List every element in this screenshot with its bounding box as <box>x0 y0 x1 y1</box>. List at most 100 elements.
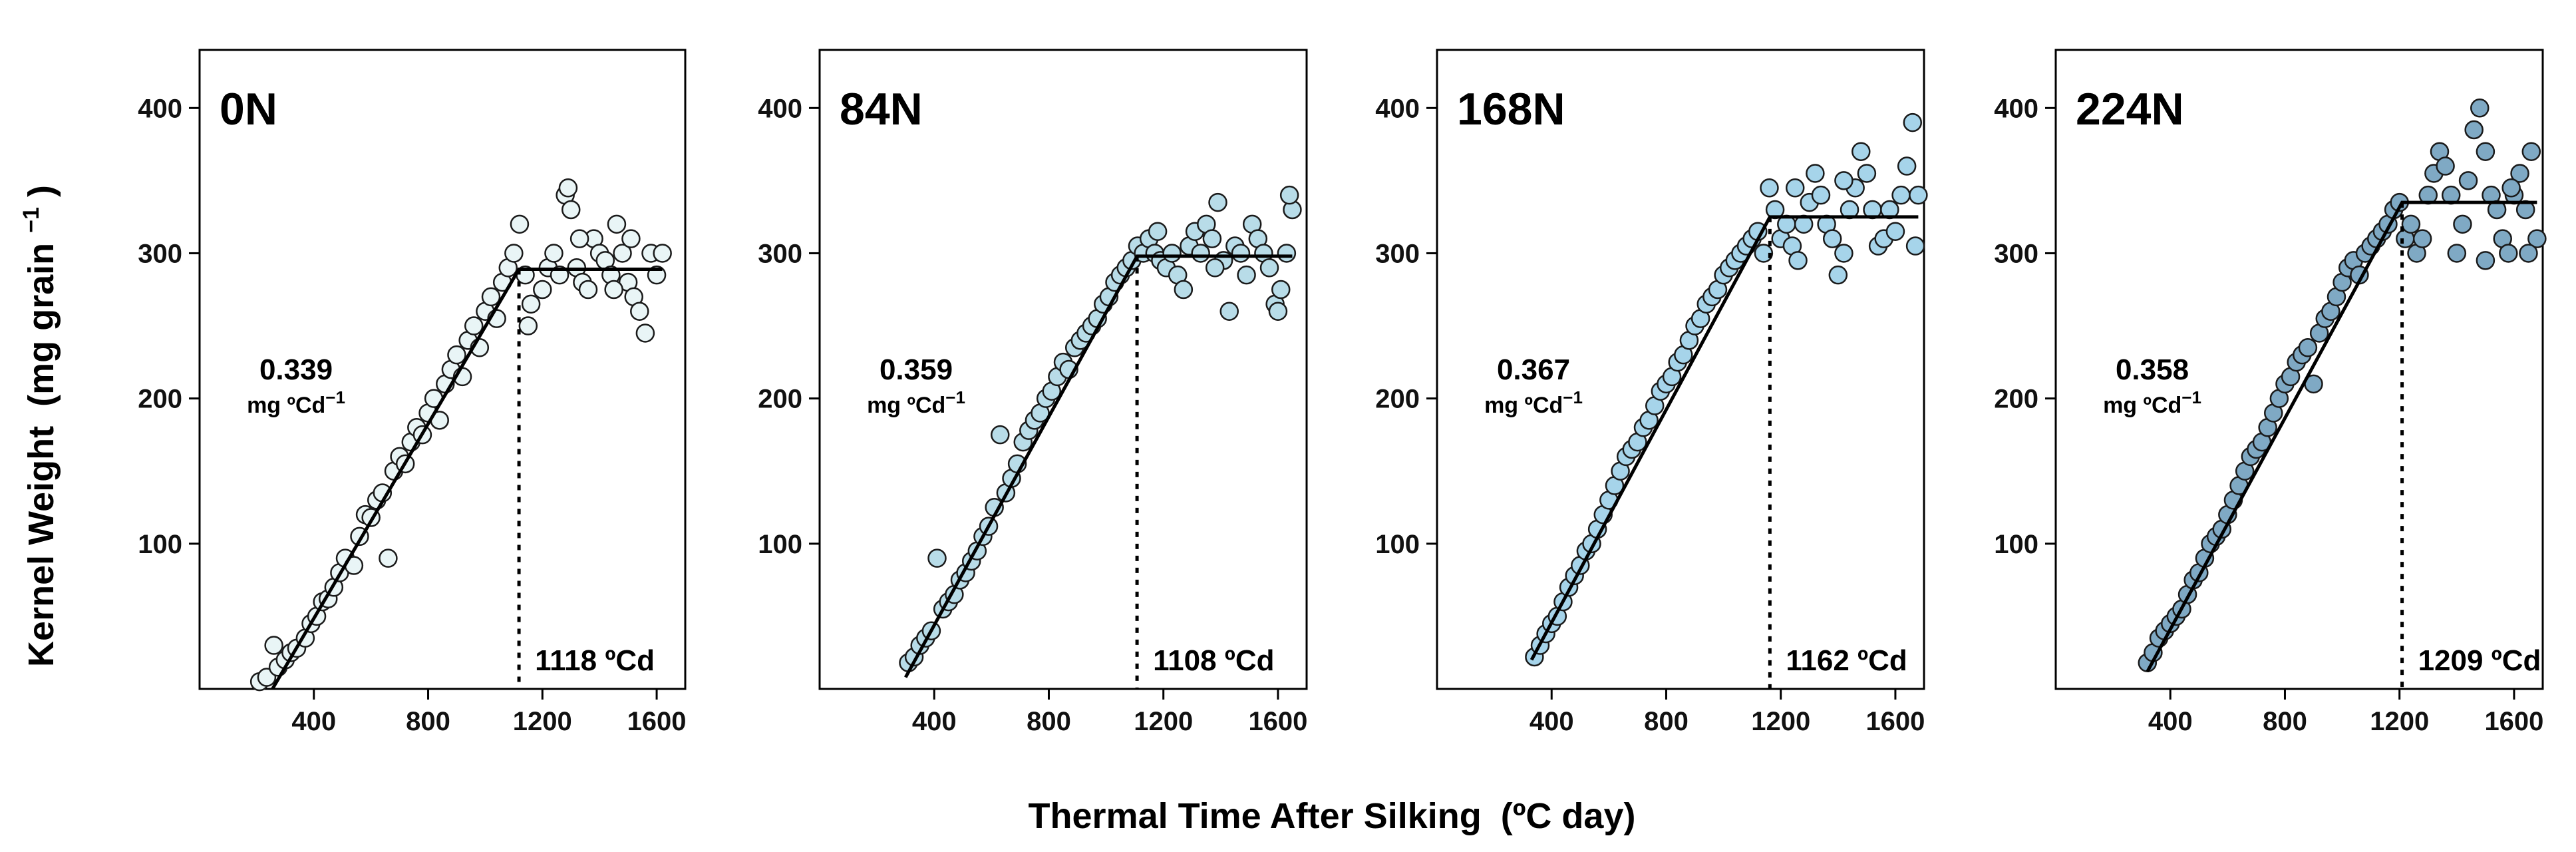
panel-label: 168N <box>1457 84 1565 134</box>
data-point <box>2476 142 2496 161</box>
data-point <box>544 244 564 263</box>
y-tick-label: 100 <box>1375 530 1420 559</box>
slope-value: 0.358 <box>2116 353 2189 386</box>
y-tick-label: 300 <box>1994 239 2038 268</box>
panel-label: 224N <box>2076 84 2184 134</box>
plot-frame <box>2054 49 2544 690</box>
data-point <box>1785 178 1805 198</box>
panel-label: 84N <box>840 84 923 134</box>
plot-frame <box>818 49 1308 690</box>
data-point <box>2412 229 2432 248</box>
x-tick-label: 1200 <box>2370 707 2429 736</box>
data-point <box>521 294 541 314</box>
data-point <box>1811 185 1831 205</box>
data-points <box>249 178 672 692</box>
data-point <box>1834 171 1853 190</box>
breakpoint-label: 1209 ºCd <box>2418 644 2541 677</box>
y-tick-label: 100 <box>138 530 182 559</box>
y-tick-label: 200 <box>1994 385 2038 414</box>
data-point <box>510 214 530 234</box>
y-tick-label: 400 <box>1375 94 1420 123</box>
x-tick-label: 1600 <box>1865 707 1925 736</box>
data-point <box>1162 244 1182 263</box>
x-axis-title: Thermal Time After Silking (ºC day) <box>1029 796 1636 836</box>
data-point <box>2499 244 2518 263</box>
y-tick-label: 400 <box>1994 94 2038 123</box>
data-point <box>533 280 552 300</box>
slope-value: 0.367 <box>1497 353 1570 386</box>
data-point <box>1237 265 1256 285</box>
data-point <box>2501 178 2521 198</box>
data-point <box>2447 244 2467 263</box>
data-point <box>518 316 538 335</box>
data-point <box>264 636 283 655</box>
data-point <box>1857 164 1877 183</box>
data-point <box>464 316 484 335</box>
data-point <box>1828 265 1848 285</box>
x-tick-label: 400 <box>291 707 336 736</box>
x-tick-label: 400 <box>1530 707 1574 736</box>
slope-unit: mg ºCd−1 <box>867 387 965 418</box>
data-point <box>1277 244 1297 263</box>
data-point <box>2521 142 2541 161</box>
data-point <box>1208 192 1227 212</box>
data-point <box>607 214 627 234</box>
x-tick-label: 1200 <box>1751 707 1810 736</box>
data-point <box>2401 214 2421 234</box>
x-tick-label: 1600 <box>2484 707 2543 736</box>
x-tick-label: 800 <box>2263 707 2307 736</box>
y-tick-label: 100 <box>1994 530 2038 559</box>
x-axis-title-text: Thermal Time After Silking <box>1029 796 1482 836</box>
data-point <box>561 200 581 220</box>
data-point <box>1754 244 1774 263</box>
slope-unit: mg ºCd−1 <box>247 387 345 418</box>
data-point <box>2453 214 2472 234</box>
data-point <box>1909 185 1928 205</box>
x-tick-label: 1200 <box>513 707 572 736</box>
data-point <box>1885 222 1905 241</box>
x-axis-unit: (ºC day) <box>1501 796 1636 836</box>
data-point <box>1788 251 1808 270</box>
data-point <box>1231 244 1251 263</box>
data-points <box>1525 112 1928 667</box>
y-tick-label: 200 <box>758 385 802 414</box>
data-point <box>2436 156 2455 176</box>
y-tick-label: 200 <box>138 385 182 414</box>
data-point <box>1760 178 1779 198</box>
data-point <box>1822 229 1842 248</box>
data-point <box>621 229 641 248</box>
data-point <box>481 287 501 307</box>
data-point <box>447 345 466 365</box>
data-point <box>1806 164 1825 183</box>
y-axis-unit: (mg grain <box>21 243 61 407</box>
x-tick-label: 800 <box>1027 707 1071 736</box>
data-point <box>1897 156 1917 176</box>
x-tick-label: 1200 <box>1134 707 1193 736</box>
y-axis-unit-exponent: −1 <box>19 207 44 233</box>
data-point <box>1891 185 1911 205</box>
y-axis-unit-close: ) <box>21 185 61 197</box>
data-point <box>604 280 623 300</box>
data-point <box>2470 99 2490 118</box>
data-point <box>927 548 947 568</box>
y-axis-title-text: Kernel Weight <box>21 426 61 667</box>
data-point <box>1205 258 1225 278</box>
data-point <box>1202 229 1222 248</box>
data-point <box>379 548 398 568</box>
data-point <box>635 323 655 343</box>
data-point <box>630 302 649 321</box>
panel-label: 0N <box>220 84 277 134</box>
y-tick-label: 400 <box>138 94 182 123</box>
data-point <box>2476 251 2496 270</box>
x-tick-label: 800 <box>1644 707 1689 736</box>
data-point <box>504 244 524 263</box>
plot-frame <box>1436 49 1925 690</box>
data-point <box>1905 236 1925 256</box>
data-point <box>558 178 578 198</box>
breakpoint-label: 1108 ºCd <box>1153 644 1274 677</box>
